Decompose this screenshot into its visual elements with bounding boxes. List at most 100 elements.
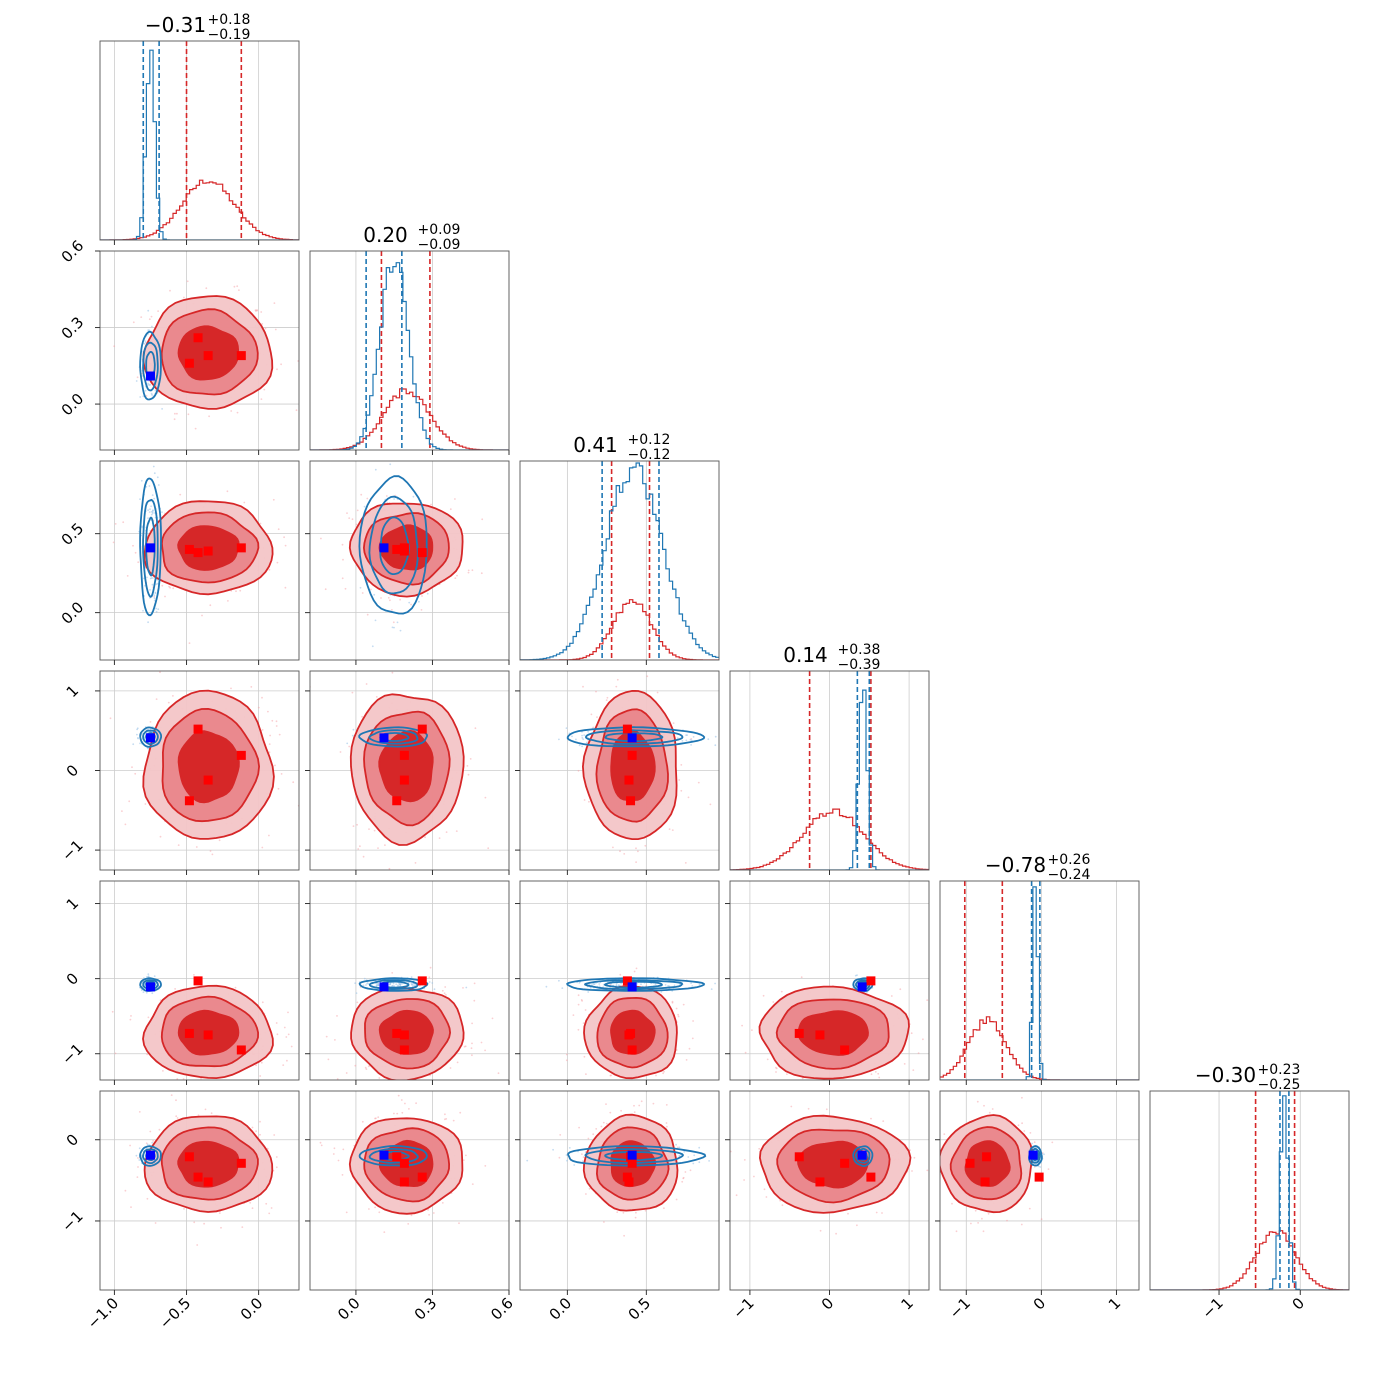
sample-point-red xyxy=(380,597,382,599)
sample-point-red xyxy=(366,613,369,616)
panel-content xyxy=(940,881,1139,1080)
sample-point-red xyxy=(580,999,583,1001)
sample-point-red xyxy=(277,528,280,531)
sample-point-red xyxy=(400,1099,403,1101)
sample-point-red xyxy=(709,803,712,806)
sample-point-red xyxy=(235,656,237,658)
truth-marker-blue xyxy=(145,543,155,553)
title-value: 0.20 xyxy=(363,223,408,247)
sample-point-blue xyxy=(147,975,150,978)
sample-point-red xyxy=(873,1083,875,1085)
sample-point-red xyxy=(195,846,198,848)
sample-point-blue xyxy=(150,510,153,513)
truth-marker-red xyxy=(236,543,246,553)
sample-point-red xyxy=(147,1016,150,1019)
sample-point-blue xyxy=(714,982,716,985)
contour-blue-level-1 xyxy=(368,729,419,745)
sample-point-red xyxy=(470,1047,473,1050)
sample-point-red xyxy=(611,1083,613,1085)
sample-point-red xyxy=(113,345,116,348)
sample-point-red xyxy=(383,1231,386,1233)
sample-point-red xyxy=(325,1035,328,1038)
sample-point-blue xyxy=(686,734,688,736)
sample-point-red xyxy=(912,1069,915,1071)
sample-point-red xyxy=(893,1083,895,1085)
sample-point-red xyxy=(217,668,219,670)
sample-point-blue xyxy=(137,737,139,739)
sample-point-blue xyxy=(578,744,581,747)
sample-point-blue xyxy=(673,984,676,987)
sample-point-blue xyxy=(371,645,374,648)
sample-point-red xyxy=(452,1119,455,1122)
sample-point-blue xyxy=(389,463,392,466)
sample-point-red xyxy=(365,683,368,685)
sample-point-red xyxy=(365,1068,368,1070)
sample-point-red xyxy=(251,1126,254,1129)
panel-content xyxy=(310,1091,509,1290)
sample-point-blue xyxy=(581,737,584,739)
sample-point-red xyxy=(775,1066,777,1069)
sample-point-red xyxy=(112,541,115,544)
sample-point-red xyxy=(657,1081,659,1083)
histogram-blue xyxy=(310,262,509,450)
panel-content xyxy=(100,656,299,870)
sample-point-red xyxy=(392,621,395,624)
sample-point-red xyxy=(671,829,674,831)
sample-point-red xyxy=(218,839,221,842)
sample-point-red xyxy=(363,1087,365,1089)
sample-point-red xyxy=(377,847,379,849)
sample-point-blue xyxy=(465,986,468,989)
sample-point-red xyxy=(456,574,458,577)
sample-point-blue xyxy=(414,983,417,986)
sample-point-red xyxy=(616,678,619,681)
sample-point-blue xyxy=(376,984,379,987)
sample-point-red xyxy=(361,1120,364,1123)
sample-point-red xyxy=(174,412,176,415)
panel-title-4: −0.78 +0.26−0.24 xyxy=(985,852,1091,883)
sample-point-red xyxy=(276,1033,279,1036)
sample-point-red xyxy=(268,751,271,754)
sample-point-blue xyxy=(145,485,148,488)
sample-point-red xyxy=(890,995,893,997)
sample-point-red xyxy=(137,1157,139,1159)
sample-point-red xyxy=(233,285,236,288)
sample-point-blue xyxy=(151,992,154,995)
sample-point-red xyxy=(274,328,277,331)
sample-point-red xyxy=(126,575,129,577)
sample-point-red xyxy=(210,1112,213,1115)
sample-point-blue xyxy=(161,511,163,513)
sample-point-red xyxy=(362,855,365,858)
sample-point-red xyxy=(234,986,237,989)
truth-marker-red xyxy=(236,750,246,760)
sample-point-blue xyxy=(636,982,638,985)
sample-point-red xyxy=(145,395,148,397)
sample-point-red xyxy=(345,1072,348,1074)
sample-point-red xyxy=(348,517,351,519)
sample-point-blue xyxy=(593,983,595,985)
sample-point-red xyxy=(320,537,322,540)
sample-point-red xyxy=(292,781,295,784)
sample-point-red xyxy=(356,823,358,826)
sample-point-red xyxy=(265,1202,268,1205)
sample-point-red xyxy=(134,551,137,554)
sample-point-red xyxy=(588,800,590,803)
sample-point-red xyxy=(164,595,166,598)
sample-point-red xyxy=(410,603,412,606)
sample-point-blue xyxy=(396,621,399,624)
sample-point-blue xyxy=(149,589,151,591)
contour-blue-level-1 xyxy=(142,1148,159,1164)
sample-point-red xyxy=(471,1022,473,1025)
sample-point-red xyxy=(466,765,469,767)
panel-frame xyxy=(99,460,300,661)
sample-point-red xyxy=(152,1140,155,1142)
sample-point-red xyxy=(218,1212,221,1214)
truth-marker-blue xyxy=(145,733,155,743)
title-upper-error: +0.12 xyxy=(628,432,671,448)
sample-point-blue xyxy=(681,739,684,742)
panel-frame xyxy=(99,880,300,1081)
sample-point-red xyxy=(261,1001,264,1004)
sample-point-red xyxy=(445,831,448,833)
sample-point-blue xyxy=(151,494,154,496)
sample-point-red xyxy=(182,1078,185,1080)
sample-point-blue xyxy=(399,984,402,987)
